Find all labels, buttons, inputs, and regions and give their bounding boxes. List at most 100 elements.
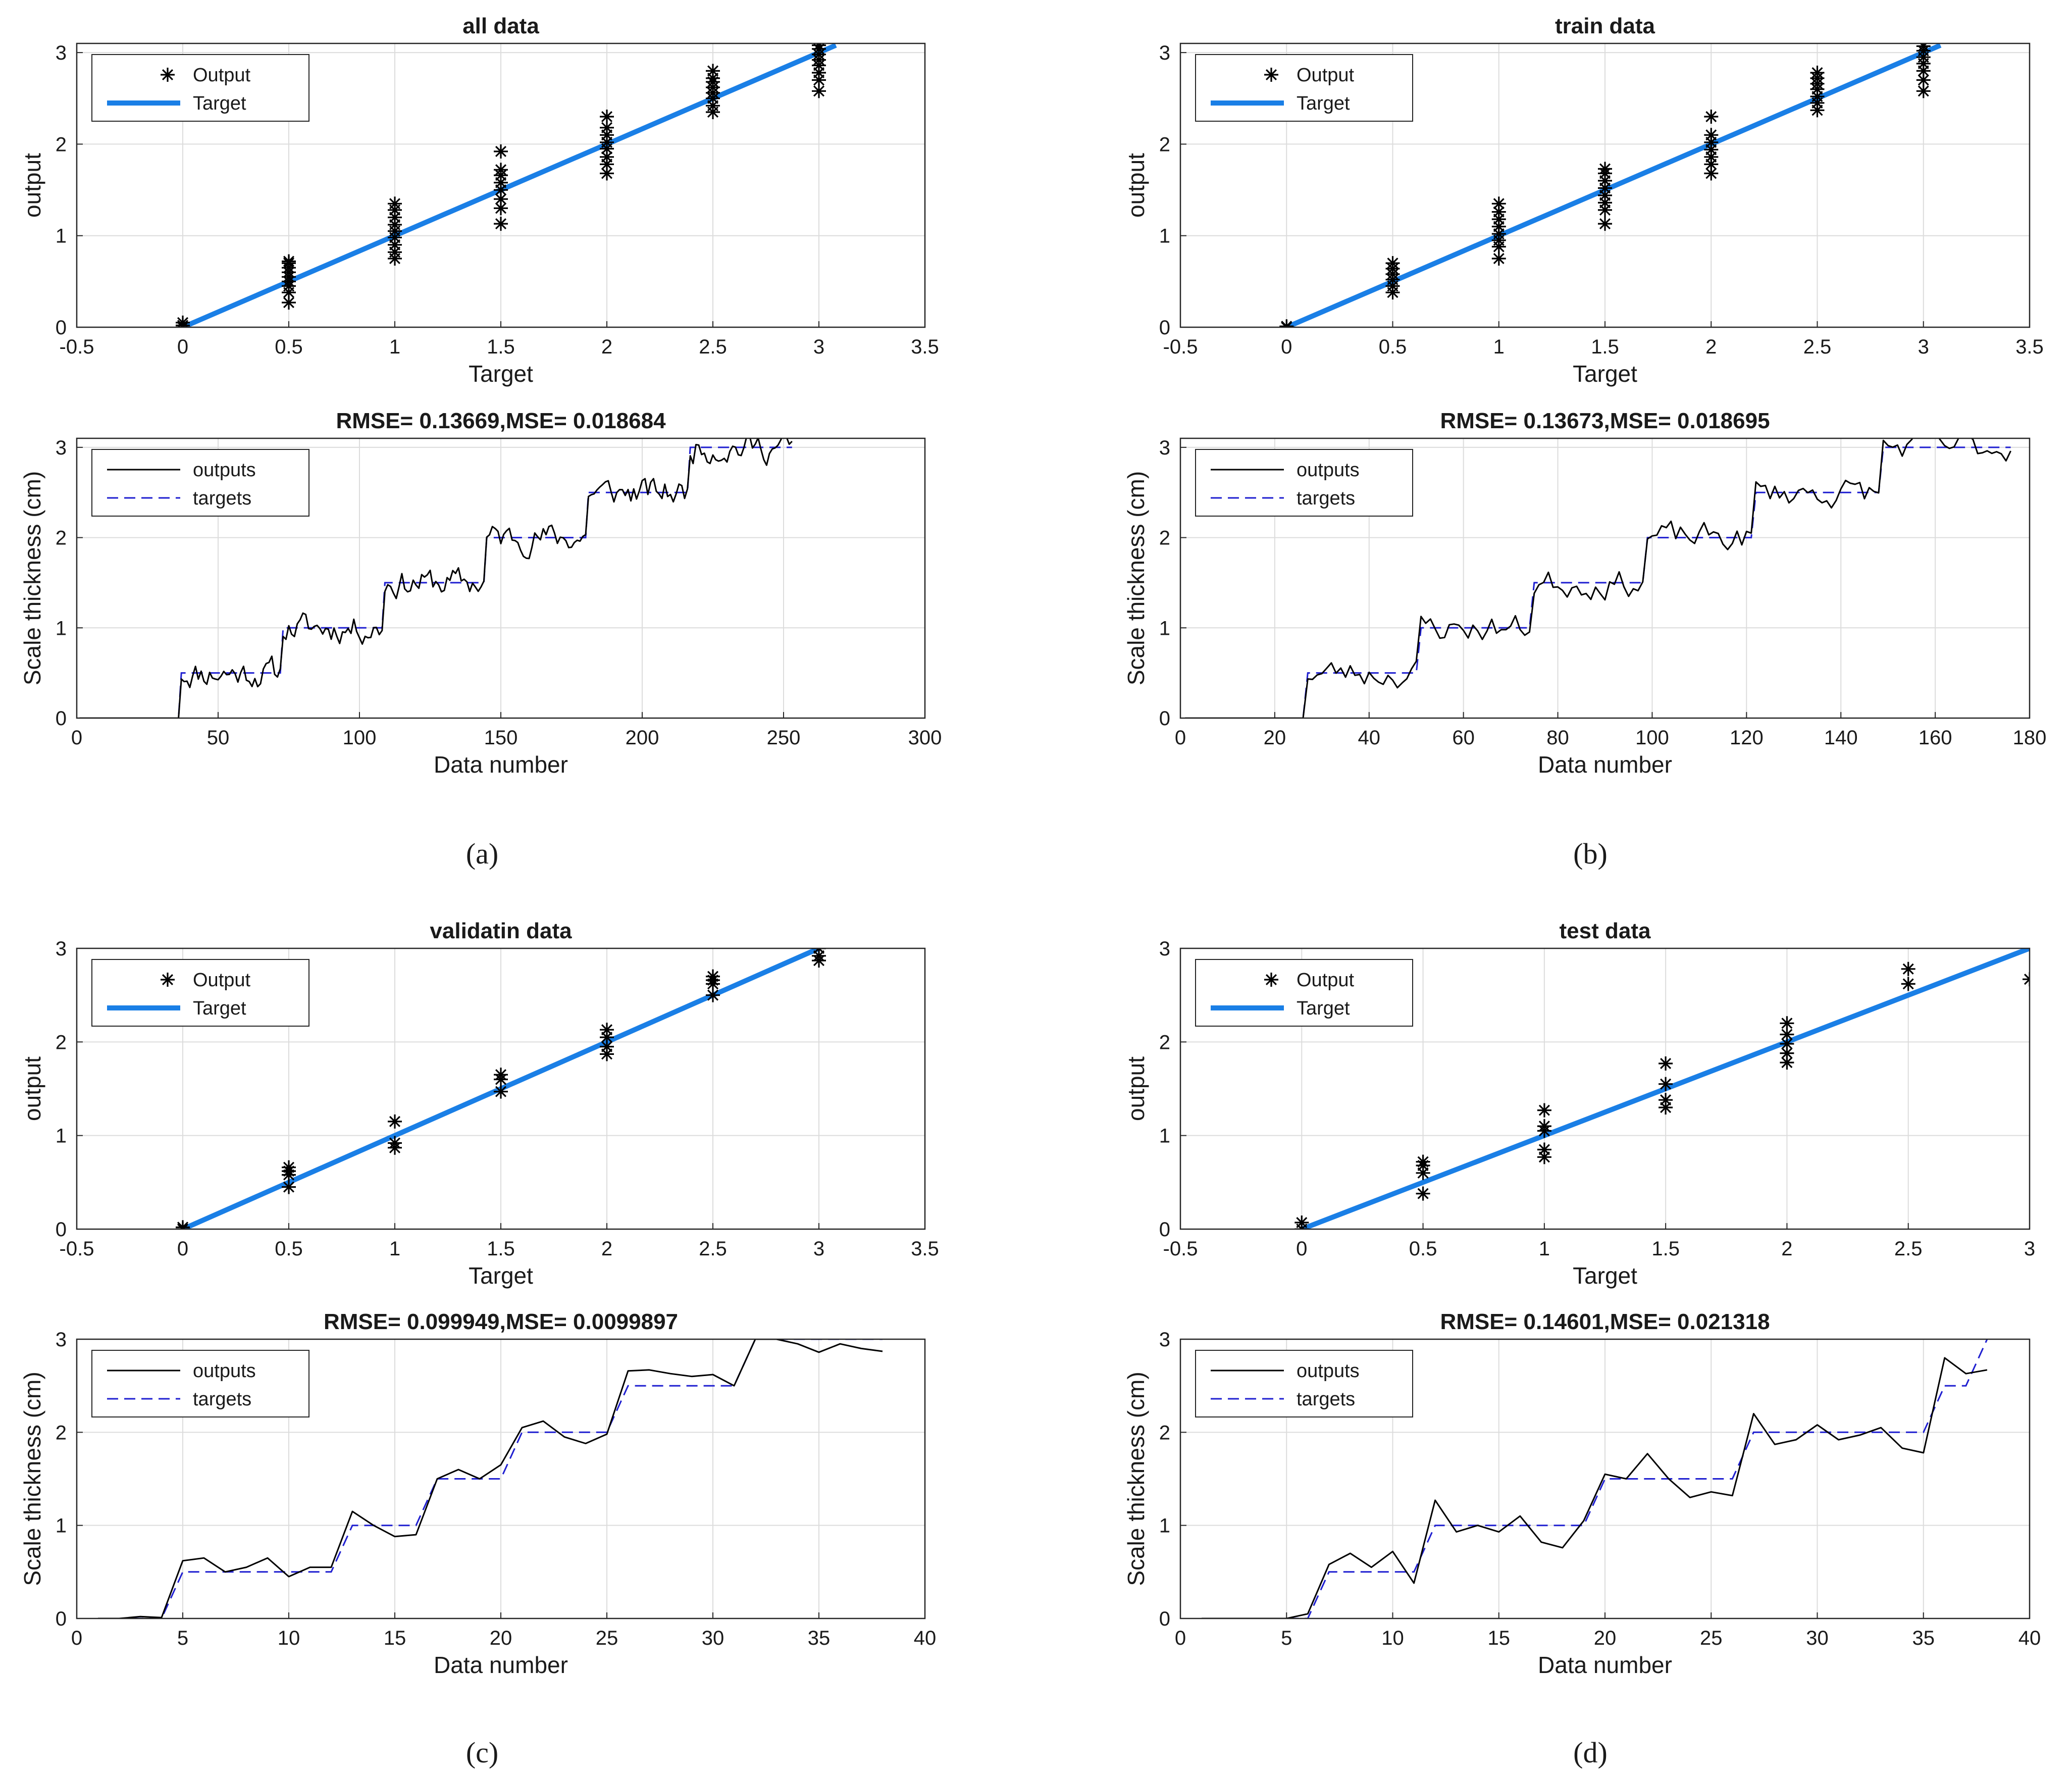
- x-tick-label: 20: [490, 1627, 512, 1649]
- chart-title: validatin data: [430, 919, 572, 943]
- axes-frame: [76, 42, 926, 328]
- x-tick-label: 40: [1358, 727, 1381, 749]
- legend-box: [1195, 959, 1413, 1027]
- output-point: [388, 1136, 402, 1150]
- x-tick-label: 40: [914, 1627, 937, 1649]
- caption-b: (b): [1573, 837, 1608, 870]
- y-tick-label: 0: [56, 707, 67, 730]
- legend-label: Target: [193, 93, 246, 114]
- legend: Output Target: [91, 54, 309, 122]
- x-tick-label: 140: [1824, 727, 1858, 749]
- axes-frame: [76, 947, 926, 1230]
- chart-title: RMSE= 0.099949,MSE= 0.0099897: [324, 1309, 678, 1334]
- axes-frame: [76, 437, 926, 719]
- y-tick-label: 2: [1159, 527, 1170, 549]
- x-tick-label: 2.5: [1803, 336, 1832, 358]
- chart-title: train data: [1555, 14, 1655, 38]
- legend-output-marker: [161, 973, 175, 987]
- legend-output-marker: [1264, 973, 1278, 987]
- x-tick-label: 2: [601, 336, 612, 358]
- x-tick-label: 0: [71, 727, 82, 749]
- y-axis-label: Scale thickness (cm): [19, 1372, 45, 1586]
- axes-frame: [1179, 947, 2031, 1230]
- legend: Output Target: [1195, 959, 1413, 1027]
- y-tick-label: 1: [56, 1515, 67, 1537]
- y-tick-label: 3: [56, 938, 67, 960]
- output-point: [282, 254, 296, 269]
- x-tick-label: -0.5: [1163, 336, 1198, 358]
- y-tick-label: 3: [1159, 938, 1170, 960]
- outputs-series: [1202, 1357, 1988, 1618]
- chart-c-series: 0 5 10 15 20 25 30 35 40 0 1 2 3 RMSE= 0.099949,MSE= …: [19, 1309, 936, 1678]
- legend-label: Output: [1297, 65, 1355, 86]
- axes-frame: [1179, 437, 2031, 719]
- legend-label: targets: [193, 488, 251, 509]
- legend-box: [91, 54, 309, 122]
- y-tick-label: 1: [56, 1125, 67, 1147]
- legend: outputs targets: [91, 449, 309, 517]
- y-tick-label: 0: [1159, 707, 1170, 730]
- x-tick-label: 50: [207, 727, 230, 749]
- x-tick-label: -0.5: [60, 336, 94, 358]
- output-point: [1659, 1093, 1673, 1107]
- output-point: [706, 64, 720, 78]
- output-point: [1901, 961, 1915, 976]
- x-tick-label: 3.5: [2015, 336, 2044, 358]
- x-tick-label: 0: [1281, 336, 1292, 358]
- y-tick-label: 0: [1159, 1219, 1170, 1241]
- x-tick-label: 2.5: [699, 336, 727, 358]
- chart-title: RMSE= 0.13669,MSE= 0.018684: [336, 409, 666, 433]
- x-tick-label: 0.5: [275, 336, 303, 358]
- legend-box: [1195, 449, 1413, 517]
- output-point: [1416, 1186, 1430, 1201]
- y-tick-label: 2: [56, 1422, 67, 1444]
- output-point: [1294, 1215, 1309, 1229]
- y-axis-label: Scale thickness (cm): [19, 471, 45, 685]
- x-tick-label: 35: [808, 1627, 831, 1649]
- legend-label: targets: [1297, 1389, 1355, 1410]
- x-tick-label: -0.5: [60, 1238, 94, 1260]
- chart-d-series: 0 5 10 15 20 25 30 35 40 0 1 2 3 RMSE= 0.14601,MSE= 0…: [1123, 1309, 2041, 1678]
- y-tick-label: 2: [1159, 1422, 1170, 1444]
- x-tick-label: 0: [1175, 1627, 1186, 1649]
- output-point: [1780, 1016, 1794, 1031]
- x-tick-label: 1.5: [487, 1238, 515, 1260]
- legend-box: [1195, 54, 1413, 122]
- x-axis-label: Target: [469, 361, 533, 387]
- y-tick-label: 3: [1159, 1329, 1170, 1351]
- legend-label: outputs: [1297, 460, 1360, 481]
- legend: outputs targets: [91, 1350, 309, 1417]
- output-point: [494, 163, 508, 177]
- legend: Output Target: [91, 959, 309, 1027]
- x-tick-label: 100: [1635, 727, 1669, 749]
- data-layer: [1185, 438, 2011, 718]
- output-point: [1537, 1119, 1551, 1134]
- x-tick-label: 3: [2024, 1238, 2035, 1260]
- x-tick-label: 15: [1488, 1627, 1511, 1649]
- y-tick-label: 1: [1159, 617, 1170, 639]
- legend-output-marker: [1264, 68, 1278, 82]
- x-tick-label: 1.5: [487, 336, 515, 358]
- x-tick-label: 0: [71, 1627, 82, 1649]
- legend: outputs targets: [1195, 449, 1413, 517]
- legend-label: Output: [1297, 970, 1355, 991]
- output-point: [600, 120, 614, 135]
- legend: outputs targets: [1195, 1350, 1413, 1417]
- output-point: [1537, 1142, 1551, 1157]
- legend-box: [1195, 1350, 1413, 1417]
- outputs-series: [79, 438, 793, 718]
- y-tick-label: 2: [56, 1031, 67, 1053]
- y-axis-label: output: [1123, 1056, 1149, 1121]
- x-axis-label: Data number: [434, 1652, 568, 1678]
- x-tick-label: 10: [278, 1627, 300, 1649]
- x-axis-label: Data number: [434, 751, 568, 778]
- legend-label: Target: [193, 998, 246, 1019]
- y-tick-label: 1: [56, 225, 67, 247]
- legend-label: targets: [1297, 488, 1355, 509]
- y-tick-label: 0: [1159, 317, 1170, 339]
